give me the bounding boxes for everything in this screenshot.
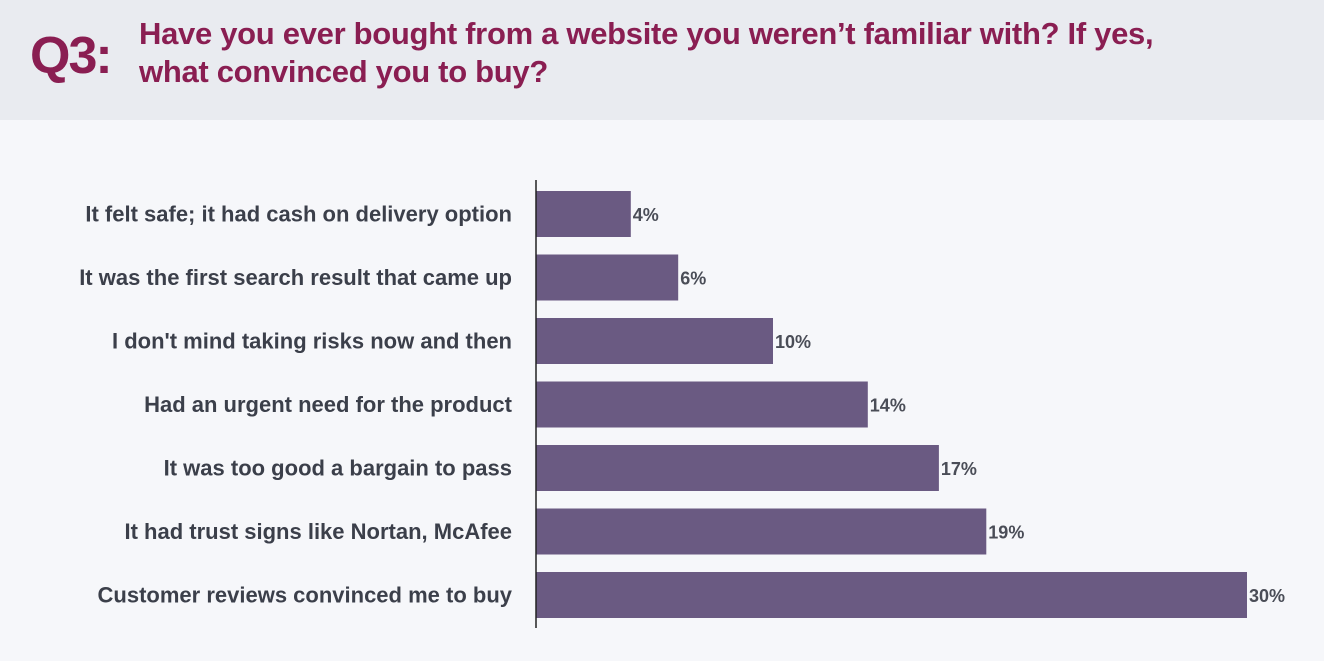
bar-chart: It felt safe; it had cash on delivery op…	[79, 180, 1285, 628]
category-label: Customer reviews convinced me to buy	[98, 583, 513, 608]
value-label: 14%	[870, 396, 906, 416]
category-label: It was the first search result that came…	[79, 265, 512, 290]
bar	[536, 572, 1247, 618]
bar	[536, 318, 773, 364]
question-text-line-1: Have you ever bought from a website you …	[139, 16, 1154, 51]
value-label: 6%	[680, 269, 706, 289]
bar	[536, 191, 631, 237]
chart-area: It felt safe; it had cash on delivery op…	[0, 120, 1324, 661]
bar	[536, 381, 868, 428]
category-label: I don't mind taking risks now and then	[112, 329, 512, 354]
bar	[536, 508, 987, 555]
bar	[536, 254, 679, 301]
value-label: 30%	[1249, 586, 1285, 606]
category-label: It felt safe; it had cash on delivery op…	[85, 202, 512, 227]
question-number: Q3:	[30, 27, 113, 85]
value-label: 17%	[941, 459, 977, 479]
value-label: 4%	[633, 205, 659, 225]
value-label: 10%	[775, 332, 811, 352]
question-text: Have you ever bought from a website you …	[139, 15, 1239, 91]
category-label: It was too good a bargain to pass	[164, 456, 512, 481]
bar	[536, 445, 939, 491]
value-label: 19%	[988, 523, 1024, 543]
question-text-line-2: what convinced you to buy?	[139, 54, 549, 89]
category-label: It had trust signs like Nortan, McAfee	[124, 519, 512, 544]
question-header: Q3: Have you ever bought from a website …	[0, 0, 1324, 120]
category-label: Had an urgent need for the product	[144, 392, 513, 417]
